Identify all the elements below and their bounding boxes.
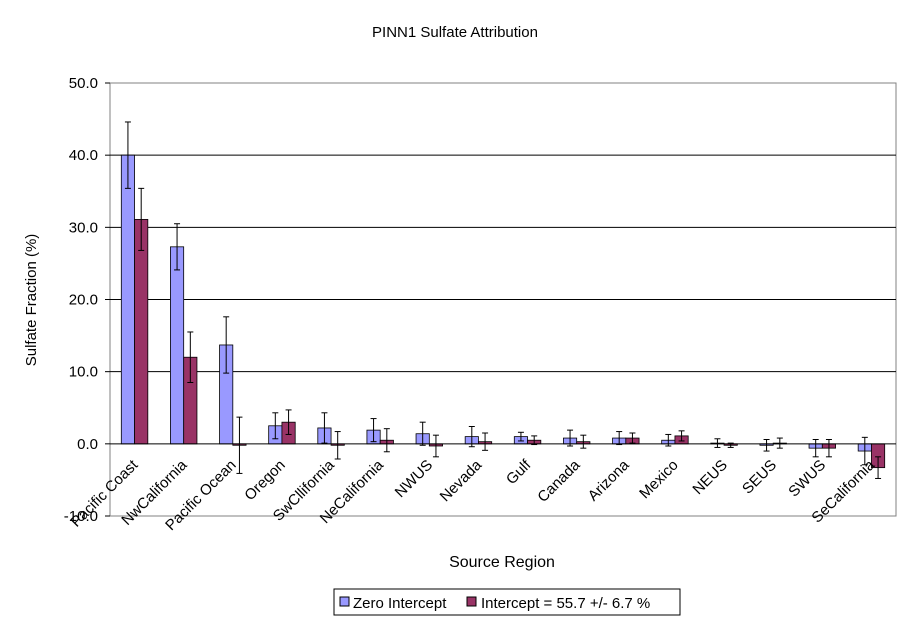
- chart-title: PINN1 Sulfate Attribution: [372, 24, 538, 41]
- y-tick-label: 20.0: [69, 292, 98, 309]
- error-bars: [124, 121, 882, 479]
- y-tick-label: -10.0: [64, 508, 98, 525]
- y-tick-label: 50.0: [69, 75, 98, 92]
- y-tick-label: 10.0: [69, 364, 98, 381]
- legend: [333, 588, 681, 616]
- y-axis-label: Sulfate Fraction (%): [23, 234, 40, 367]
- gridlines: [105, 82, 896, 517]
- bar-zero-intercept-nwcalifornia: [170, 246, 185, 445]
- bar-intercept-55-7-6-7-pacific-coast: [134, 218, 149, 445]
- legend-label-zero-intercept: Zero Intercept: [353, 595, 447, 612]
- legend-swatch-zero-intercept: [339, 596, 350, 607]
- legend-swatch-intercept: [466, 596, 477, 607]
- x-axis-label: Source Region: [449, 554, 555, 571]
- y-tick-label: 40.0: [69, 147, 98, 164]
- y-tick-label: 30.0: [69, 219, 98, 236]
- legend-label-intercept: Intercept = 55.7 +/- 6.7 %: [481, 595, 650, 612]
- bar-zero-intercept-pacific-coast: [120, 154, 135, 445]
- y-tick-labels: -10.0 0.0 10.0 20.0 30.0 40.0 50.0: [64, 75, 98, 525]
- y-tick-label: 0.0: [77, 436, 98, 453]
